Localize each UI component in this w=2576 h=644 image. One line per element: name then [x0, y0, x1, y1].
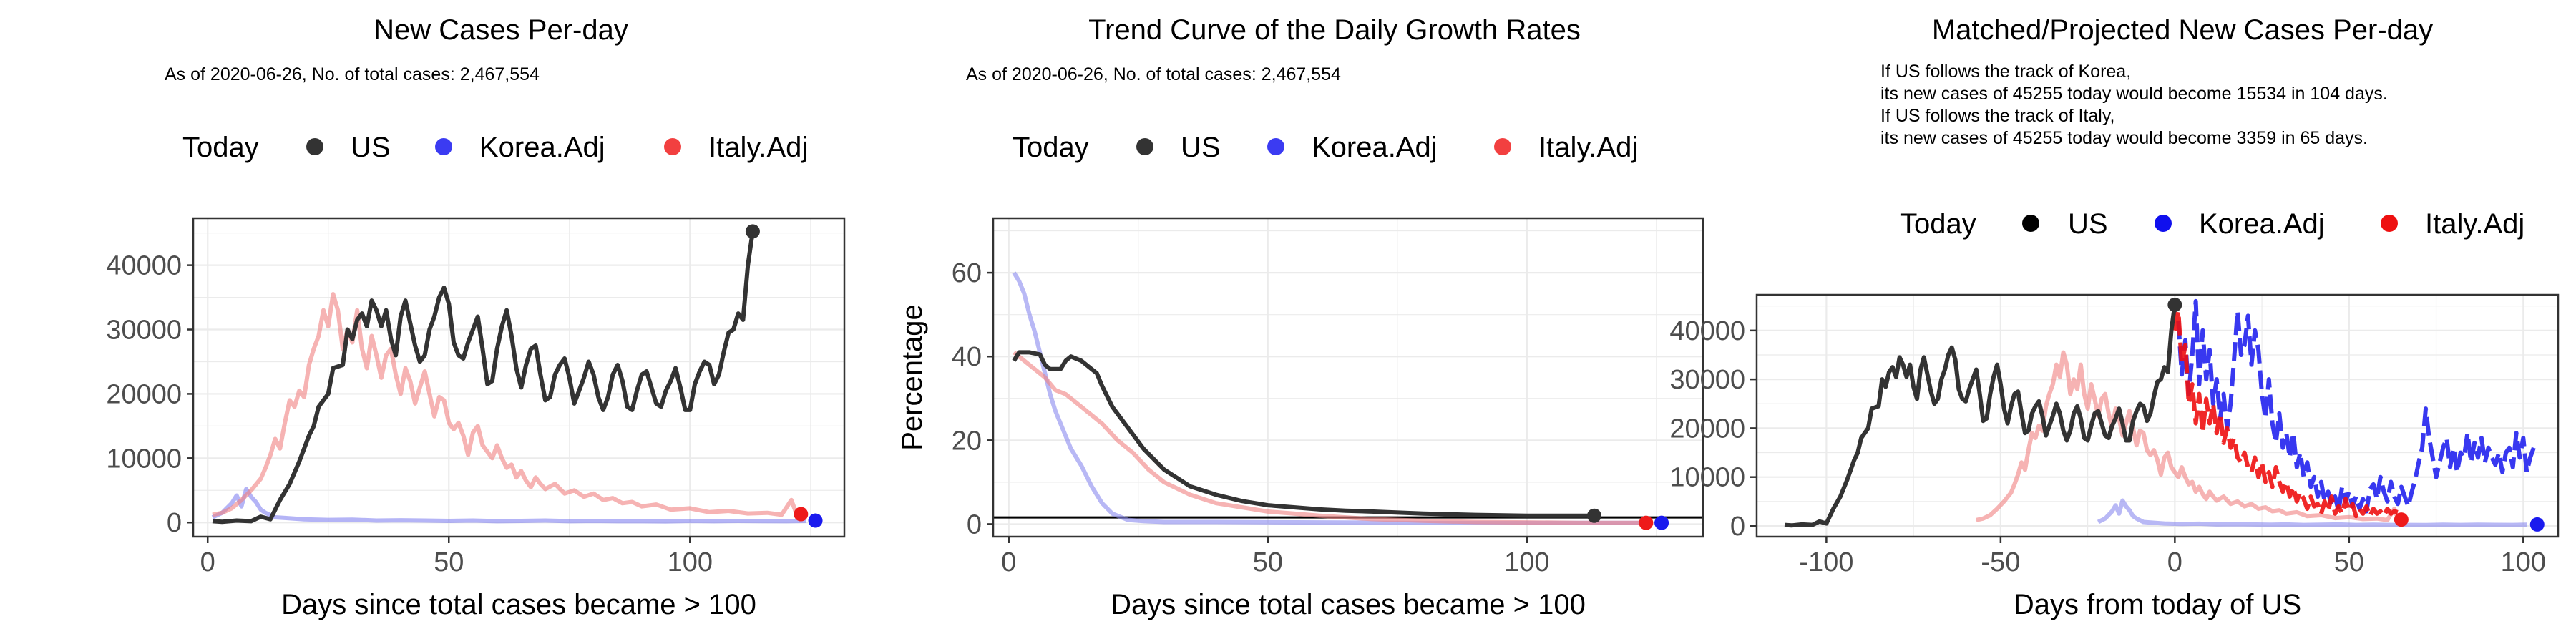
legend-marker — [435, 138, 452, 155]
series-group — [1784, 297, 2545, 532]
chart-1: New Cases Per-day As of 2020-06-26, No. o… — [106, 14, 846, 620]
x-tick-label: 100 — [2501, 547, 2546, 577]
y-tick-label: 10000 — [106, 444, 182, 474]
today-point — [745, 224, 760, 239]
y-tick-label: 30000 — [1669, 365, 1745, 395]
legend-label: US — [351, 132, 391, 163]
legend-label: Italy.Adj — [2425, 208, 2524, 240]
legend-label: US — [2068, 208, 2108, 240]
chart-title: Trend Curve of the Daily Growth Rates — [1088, 14, 1581, 46]
legend-title: Today — [182, 132, 259, 163]
annotation-line: If US follows the track of Italy, — [1880, 106, 2114, 126]
legend-label: Korea.Adj — [2199, 208, 2325, 240]
chart-title: Matched/Projected New Cases Per-day — [1932, 14, 2433, 46]
y-tick-label: 20000 — [1669, 414, 1745, 444]
x-axis-label: Days since total cases became > 100 — [281, 589, 756, 620]
legend-label: Korea.Adj — [479, 132, 605, 163]
x-axis-label: Days since total cases became > 100 — [1111, 589, 1586, 620]
panel-border — [1755, 293, 2560, 538]
y-tick-label: 40000 — [1669, 316, 1745, 346]
y-tick-label: 20 — [952, 426, 982, 456]
chart-subtitle: As of 2020-06-26, No. of total cases: 2,… — [165, 64, 540, 84]
today-point — [808, 513, 823, 528]
legend-marker — [1267, 138, 1284, 155]
legend-title: Today — [1013, 132, 1089, 163]
y-tick-label: 10000 — [1669, 463, 1745, 493]
legend-label: Italy.Adj — [1538, 132, 1638, 163]
today-point — [2167, 297, 2182, 312]
y-axis-label: Percentage — [897, 304, 928, 451]
legend-marker — [1494, 138, 1511, 155]
series-group — [211, 224, 823, 528]
series-line — [1013, 351, 1641, 525]
series-line — [2172, 308, 2403, 519]
x-axis-label: Days from today of US — [2014, 589, 2301, 620]
plot-panel — [993, 218, 1703, 537]
y-tick-label: 20000 — [106, 379, 182, 409]
y-tick-label: 0 — [167, 508, 182, 538]
legend-marker — [1136, 138, 1153, 155]
today-point — [1586, 508, 1601, 523]
chart-2: Trend Curve of the Daily Growth Rates As … — [897, 14, 1704, 620]
x-tick-label: -50 — [1981, 547, 2020, 577]
today-point — [1639, 515, 1654, 530]
y-tick-label: 40 — [952, 342, 982, 372]
legend-label: US — [1181, 132, 1221, 163]
legend-label: Italy.Adj — [708, 132, 808, 163]
series-group — [1012, 271, 1669, 530]
today-point — [1654, 515, 1669, 530]
y-tick-label: 0 — [967, 509, 982, 540]
x-tick-label: 50 — [1253, 547, 1283, 577]
today-point — [794, 507, 809, 522]
y-tick-label: 40000 — [106, 251, 182, 281]
series-line — [2097, 498, 2527, 527]
chart-title: New Cases Per-day — [374, 14, 628, 46]
today-point — [2394, 512, 2409, 527]
series-line — [2176, 298, 2539, 514]
x-tick-label: 50 — [2334, 547, 2364, 577]
legend-marker — [2155, 215, 2172, 232]
series-line — [1976, 350, 2400, 522]
legend-marker — [2022, 215, 2039, 232]
chart-subtitle: As of 2020-06-26, No. of total cases: 2,… — [966, 64, 1341, 84]
series-line — [1012, 271, 1652, 525]
x-tick-label: 100 — [668, 547, 713, 577]
panel-border — [192, 217, 846, 538]
y-tick-label: 60 — [952, 258, 982, 288]
annotation-line: its new cases of 45255 today would becom… — [1880, 128, 2368, 148]
series-line — [1012, 350, 1594, 518]
x-tick-label: 0 — [2167, 547, 2182, 577]
x-tick-label: 0 — [200, 547, 215, 577]
legend-title: Today — [1900, 208, 1976, 240]
y-tick-label: 0 — [1730, 512, 1745, 542]
y-tick-label: 30000 — [106, 316, 182, 346]
series-line — [1784, 304, 2177, 528]
legend-marker — [664, 138, 681, 155]
x-tick-label: 50 — [434, 547, 464, 577]
series-line — [212, 292, 799, 517]
x-tick-label: -100 — [1799, 547, 1853, 577]
chart-3: Matched/Projected New Cases Per-day If US… — [1669, 14, 2560, 620]
today-point — [2529, 517, 2545, 532]
annotation-line: its new cases of 45255 today would becom… — [1880, 84, 2388, 104]
legend-label: Korea.Adj — [1312, 132, 1438, 163]
legend-marker — [306, 138, 323, 155]
legend-marker — [2381, 215, 2398, 232]
series-line — [212, 230, 755, 525]
panel-border — [992, 217, 1704, 538]
x-tick-label: 0 — [1001, 547, 1016, 577]
x-tick-label: 100 — [1504, 547, 1549, 577]
annotation-line: If US follows the track of Korea, — [1880, 62, 2131, 82]
